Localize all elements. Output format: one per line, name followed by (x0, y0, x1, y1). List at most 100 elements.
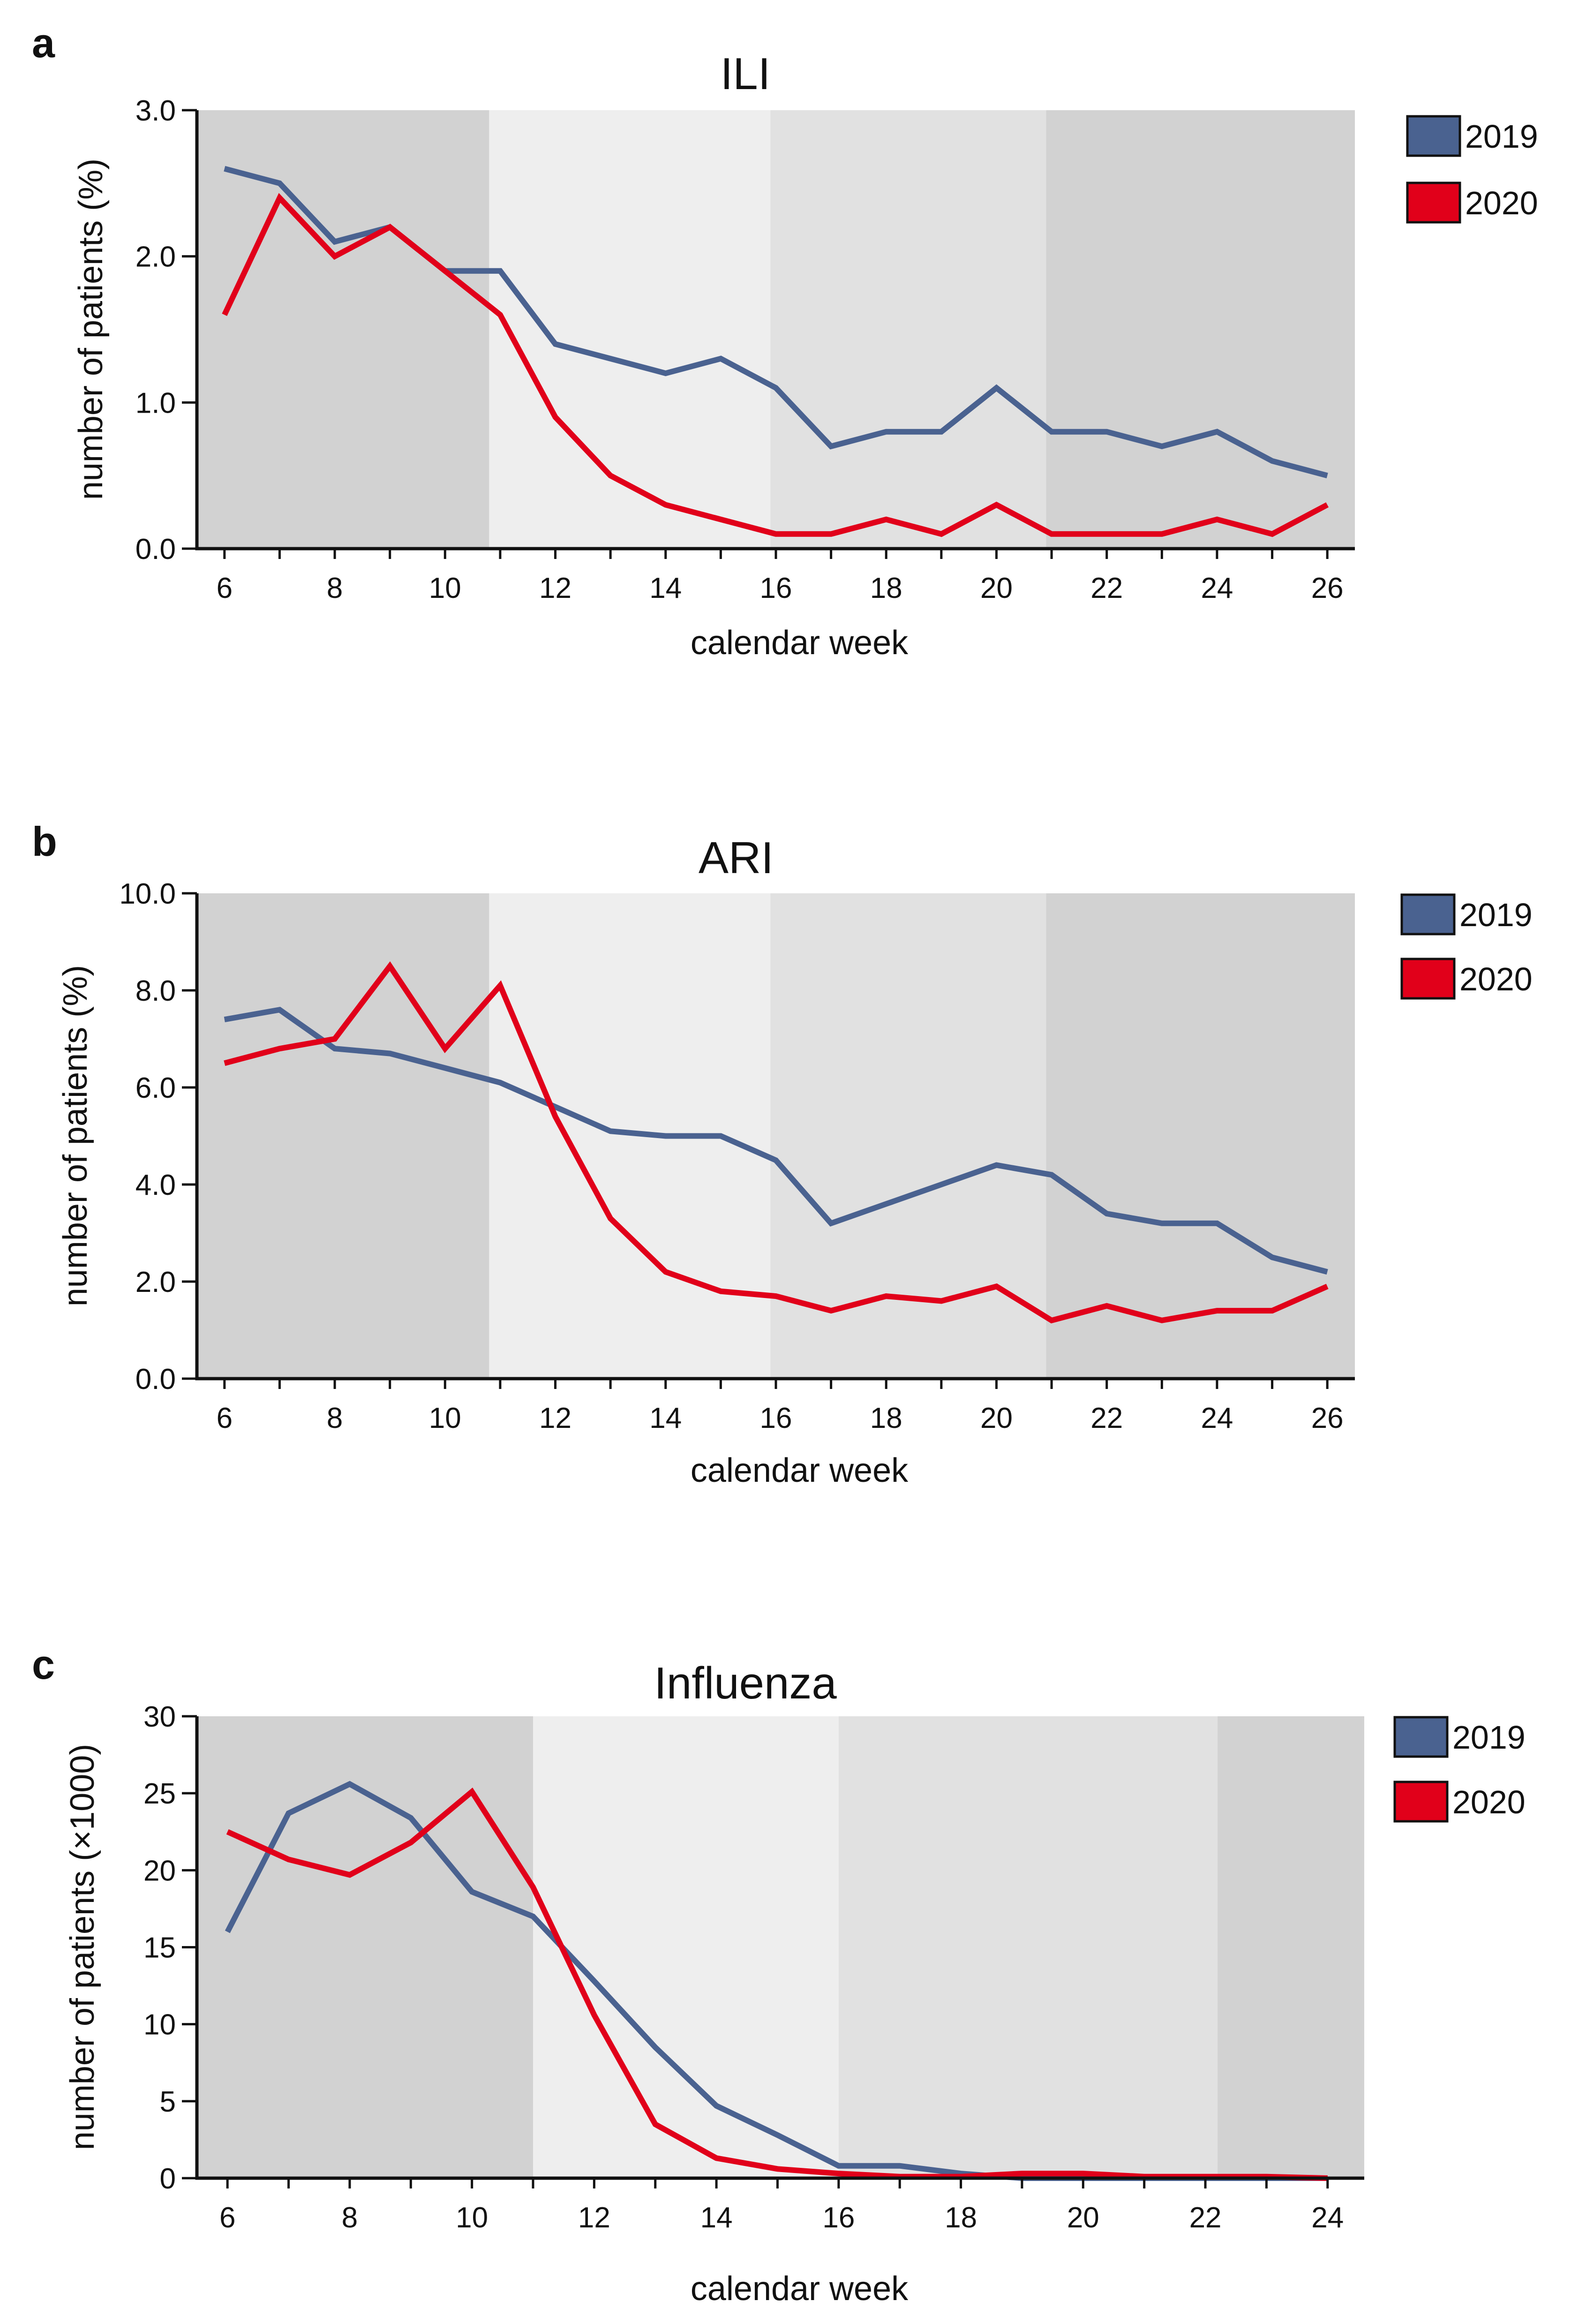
y-tick-label: 0.0 (135, 533, 176, 566)
legend-swatch-2019 (1406, 115, 1461, 157)
background-bands (197, 893, 1355, 1379)
y-axis-label: number of patients (%) (57, 965, 94, 1306)
y-ticks: 0 5 10 15 20 25 30 (143, 1701, 197, 2195)
x-axis-label: calendar week (691, 2270, 909, 2308)
x-tick-label: 20 (980, 572, 1013, 604)
x-axis-label: calendar week (691, 1452, 909, 1489)
y-tick-label: 0 (160, 2163, 176, 2195)
legend-item-2020: 2020 (1393, 1781, 1526, 1823)
panel-letter: a (32, 20, 55, 66)
legend-swatch-2020 (1400, 958, 1456, 1000)
y-ticks: 0.0 2.0 4.0 6.0 8.0 10.0 (119, 878, 197, 1396)
background-band-2 (489, 110, 771, 549)
x-tick-label: 8 (327, 1402, 343, 1434)
chart-title: ARI (699, 833, 774, 883)
x-tick-label: 14 (649, 572, 682, 604)
y-tick-label: 4.0 (135, 1169, 176, 1201)
y-tick-label: 1.0 (135, 387, 176, 419)
legend-item-2020: 2020 (1406, 181, 1538, 224)
legend-swatch-2019 (1400, 893, 1456, 936)
x-tick-label: 16 (760, 1402, 792, 1434)
x-tick-label: 26 (1311, 572, 1344, 604)
y-tick-label: 6.0 (135, 1072, 176, 1104)
panel-letter: c (32, 1641, 55, 1688)
x-tick-label: 20 (980, 1402, 1013, 1434)
y-tick-label: 2.0 (135, 1266, 176, 1298)
x-tick-label: 24 (1311, 2202, 1344, 2234)
background-bands (197, 1716, 1364, 2178)
panel-b: b ARI 0.0 2.0 4.0 6.0 8.0 10.0 6 8 10 12 14 16 18 20… (32, 818, 1533, 1489)
x-tick-label: 14 (649, 1402, 682, 1434)
legend-label-2020: 2020 (1465, 185, 1538, 221)
series-line-2020 (224, 961, 1329, 1324)
x-tick-label: 24 (1201, 572, 1233, 604)
legend: 2019 2020 (1406, 115, 1538, 224)
x-tick-label: 6 (219, 2202, 235, 2234)
x-tick-label: 12 (539, 1402, 571, 1434)
y-tick-label: 25 (143, 1778, 176, 1810)
legend-swatch-2020 (1406, 181, 1461, 224)
background-band-4 (1046, 110, 1355, 549)
x-tick-label: 24 (1201, 1402, 1233, 1434)
x-tick-label: 26 (1311, 1402, 1344, 1434)
legend-item-2019: 2019 (1406, 115, 1538, 157)
legend-label-2020: 2020 (1459, 961, 1533, 997)
x-tick-label: 22 (1090, 572, 1123, 604)
legend-label-2020: 2020 (1452, 1784, 1526, 1820)
legend-item-2019: 2019 (1400, 893, 1533, 936)
x-tick-label: 22 (1090, 1402, 1123, 1434)
x-tick-label: 8 (327, 572, 343, 604)
legend-swatch-2019 (1393, 1716, 1449, 1758)
legend: 2019 2020 (1400, 893, 1533, 1000)
chart-title: Influenza (654, 1658, 837, 1708)
y-axis-label: number of patients (×1000) (64, 1744, 101, 2150)
background-band-2 (489, 893, 771, 1379)
background-band-3 (838, 1716, 1218, 2178)
x-tick-label: 6 (217, 572, 233, 604)
legend-item-2020: 2020 (1400, 958, 1533, 1000)
background-band-4 (1046, 893, 1355, 1379)
x-tick-label: 6 (217, 1402, 233, 1434)
background-band-1 (197, 893, 489, 1379)
legend-item-2019: 2019 (1393, 1716, 1526, 1758)
y-tick-label: 5 (160, 2086, 176, 2118)
background-bands (197, 110, 1355, 549)
panel-letter: b (32, 818, 57, 865)
series-lines (224, 961, 1329, 1324)
x-ticks: 6 8 10 12 14 16 18 20 22 24 26 (217, 1379, 1344, 1434)
y-tick-label: 20 (143, 1855, 176, 1887)
x-axis-label: calendar week (691, 624, 909, 662)
series-lines (222, 166, 1329, 537)
x-tick-label: 18 (945, 2202, 977, 2234)
y-tick-label: 8.0 (135, 975, 176, 1007)
x-tick-label: 16 (760, 572, 792, 604)
x-tick-label: 12 (578, 2202, 610, 2234)
y-axis-label: number of patients (%) (72, 158, 110, 500)
series-line-2019 (224, 1007, 1328, 1275)
y-tick-label: 3.0 (135, 95, 176, 127)
background-band-3 (770, 110, 1046, 549)
y-tick-label: 30 (143, 1701, 176, 1733)
panel-a: a ILI 0.01.02.03.0 6 8 10 12 14 16 18 20 22 24 26 … (32, 20, 1538, 662)
x-ticks: 6 8 10 12 14 16 18 20 22 24 26 (217, 549, 1344, 604)
y-tick-label: 0.0 (135, 1363, 176, 1396)
x-tick-label: 16 (822, 2202, 855, 2234)
background-band-1 (197, 110, 489, 549)
y-ticks: 0.0 1.0 2.0 3.0 (135, 95, 197, 566)
x-tick-label: 22 (1189, 2202, 1222, 2234)
x-tick-label: 18 (870, 572, 902, 604)
x-tick-label: 18 (870, 1402, 902, 1434)
y-tick-label: 2.0 (135, 241, 176, 273)
chart-title: ILI (721, 49, 771, 99)
y-tick-label: 15 (143, 1932, 176, 1964)
legend: 2019 2020 (1393, 1716, 1526, 1823)
x-ticks: 6 8 10 12 14 16 18 20 22 24 (219, 2178, 1344, 2234)
background-band-2 (533, 1716, 839, 2178)
legend-label-2019: 2019 (1465, 118, 1538, 155)
x-tick-label: 14 (700, 2202, 733, 2234)
y-tick-label: 10.0 (119, 878, 176, 910)
series-line-2020 (222, 193, 1329, 537)
x-tick-label: 10 (456, 2202, 488, 2234)
